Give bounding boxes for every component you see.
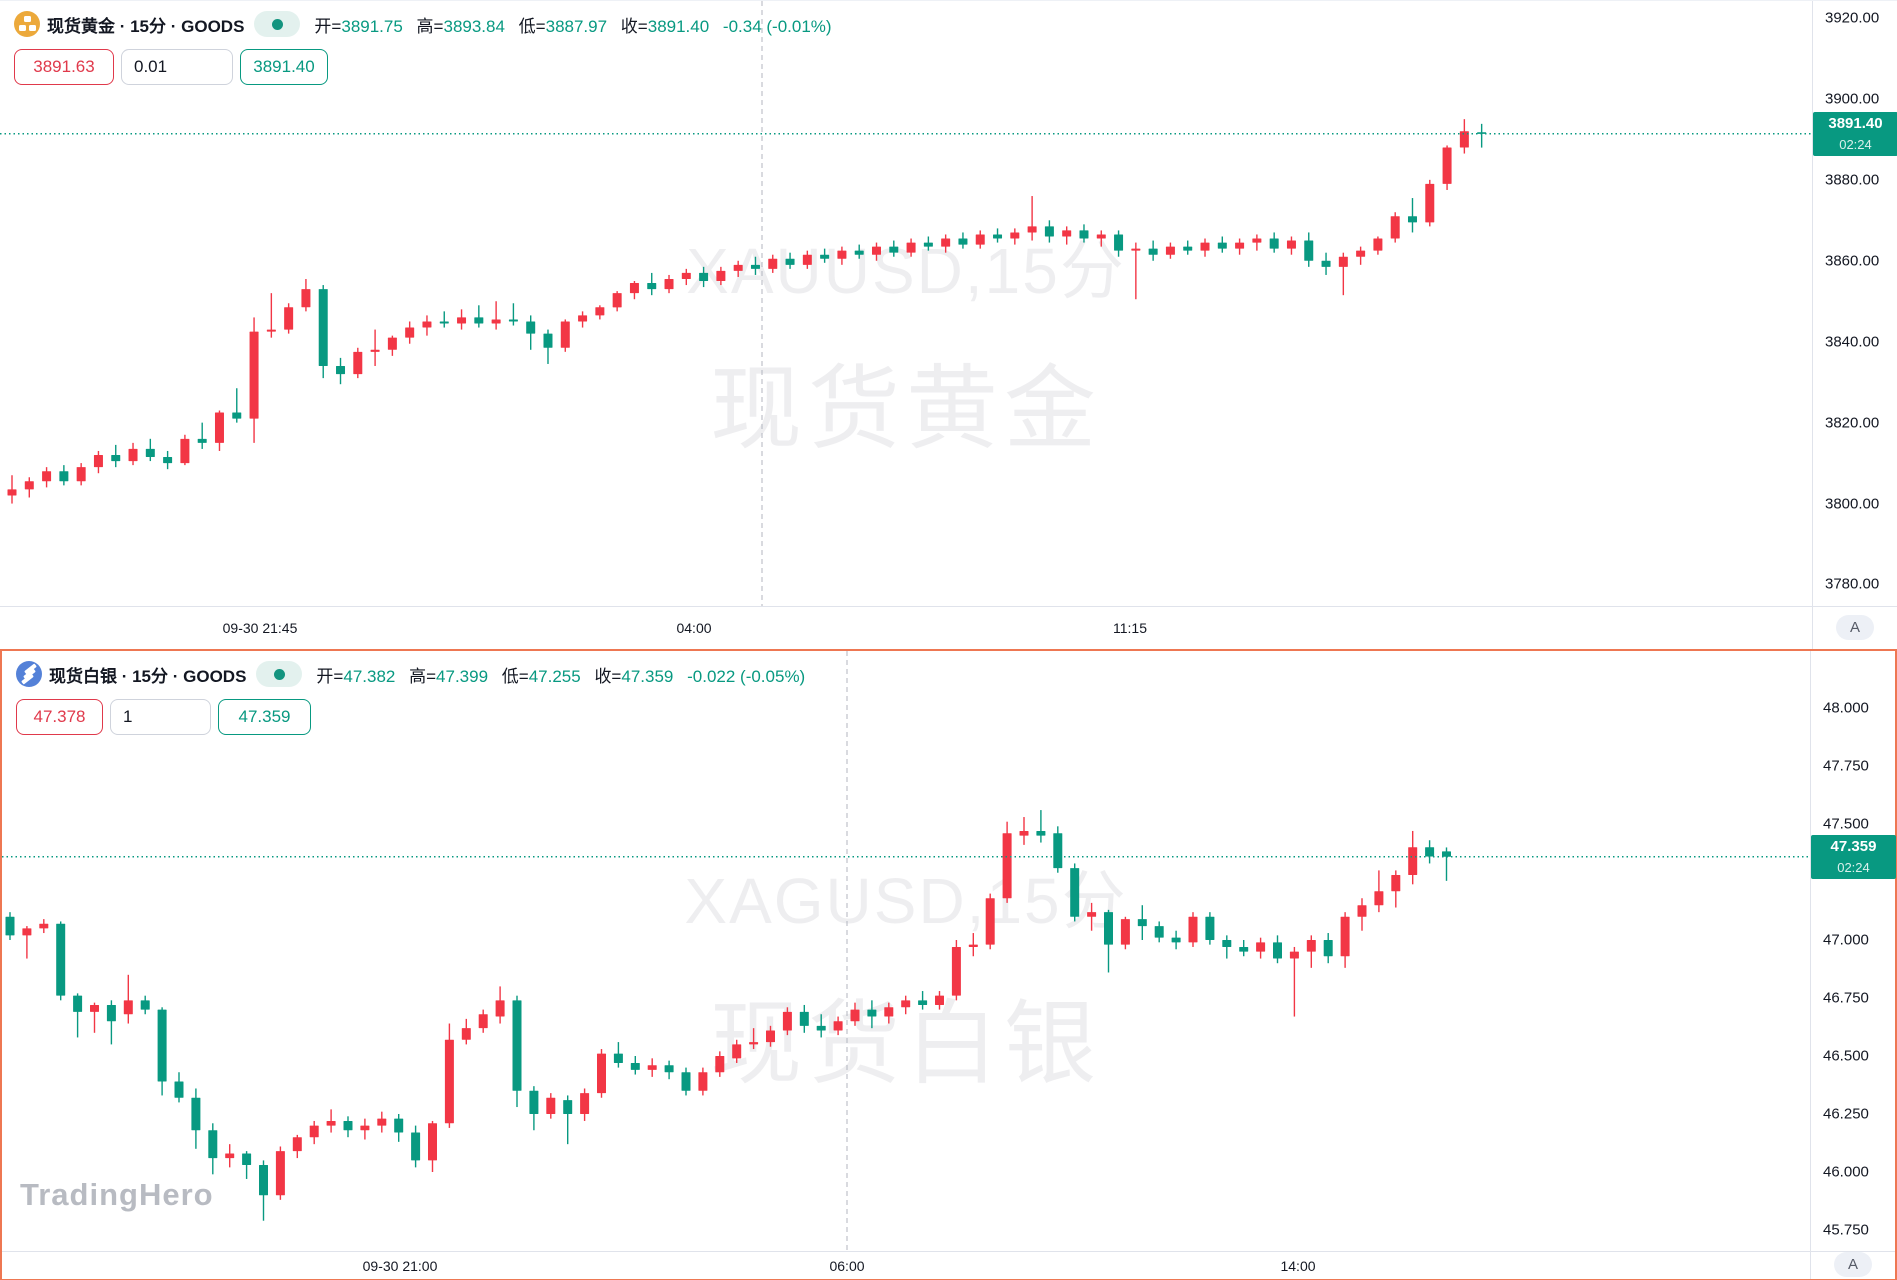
gold-symbol-icon [14, 11, 40, 37]
gold-price-tick: 3920.00 [1825, 9, 1880, 27]
silver-sell-button[interactable]: 47.378 [16, 699, 103, 735]
silver-pane: XAGUSD,15分 现货白银 现货白银 · 15分 · GOODS 开=47.… [0, 649, 1897, 1280]
silver-price-tick: 46.750 [1823, 989, 1869, 1007]
silver-price-tick: 48.000 [1823, 699, 1869, 717]
silver-symbol-title[interactable]: 现货白银 · 15分 · GOODS [49, 666, 247, 686]
silver-last-price-tag: 47.359 02:24 [1811, 834, 1896, 879]
silver-quantity-input[interactable]: 1 [110, 699, 211, 735]
tradinghero-logo: TradingHero [20, 1177, 214, 1212]
gold-price-tick: 3800.00 [1825, 495, 1880, 513]
silver-time-axis[interactable]: 09-30 21:00 06:00 14:00 [2, 1251, 1810, 1279]
silver-change-value: -0.022 (-0.05%) [687, 666, 806, 686]
silver-header: 现货白银 · 15分 · GOODS 开=47.382 高=47.399 低=4… [16, 659, 805, 735]
gold-bar-countdown: 02:24 [1839, 136, 1872, 152]
gold-auto-scale-button[interactable]: A [1836, 615, 1874, 640]
silver-status-pill[interactable] [256, 661, 303, 687]
gold-change-value: -0.34 (-0.01%) [722, 16, 832, 36]
gold-time-tick: 11:15 [1113, 620, 1147, 636]
market-status-dot-icon [273, 668, 285, 680]
gold-symbol-title[interactable]: 现货黄金 · 15分 · GOODS [47, 16, 245, 36]
silver-price-tick: 46.000 [1823, 1163, 1869, 1181]
gold-time-tick: 04:00 [676, 620, 712, 636]
gold-status-pill[interactable] [254, 11, 301, 37]
silver-price-tick: 46.500 [1823, 1047, 1869, 1065]
silver-buy-button[interactable]: 47.359 [218, 699, 311, 735]
gold-price-tick: 3840.00 [1825, 333, 1880, 351]
gold-chart-area[interactable]: XAUUSD,15分 现货黄金 现货黄金 · 15分 · GOODS 开=389… [0, 1, 1812, 649]
silver-time-tick: 09-30 21:00 [362, 1258, 438, 1274]
gold-price-tick: 3860.00 [1825, 252, 1880, 270]
silver-candlestick-chart[interactable] [2, 651, 1810, 1251]
gold-quantity-input[interactable]: 0.01 [121, 49, 233, 85]
silver-price-tick: 47.000 [1823, 931, 1869, 949]
gold-header: 现货黄金 · 15分 · GOODS 开=3891.75 高=3893.84 低… [14, 9, 832, 85]
gold-last-price-tag: 3891.40 02:24 [1813, 111, 1897, 156]
silver-price-tick: 46.250 [1823, 1105, 1869, 1123]
gold-time-tick: 09-30 21:45 [222, 620, 298, 636]
gold-price-tick: 3900.00 [1825, 90, 1880, 108]
gold-time-axis[interactable]: 09-30 21:45 04:00 11:15 [0, 606, 1812, 649]
gold-last-price: 3891.40 [1828, 114, 1883, 132]
silver-time-tick: 06:00 [829, 1258, 865, 1274]
gold-candlestick-chart[interactable] [0, 1, 1812, 606]
market-status-dot-icon [271, 18, 283, 30]
silver-time-tick: 14:00 [1280, 1258, 1316, 1274]
gold-price-axis[interactable]: 3891.40 02:24 A 3920.00 3900.00 3880.00 386… [1812, 1, 1897, 649]
silver-symbol-icon [16, 661, 42, 687]
silver-last-price: 47.359 [1830, 837, 1877, 855]
silver-chart-area[interactable]: XAGUSD,15分 现货白银 现货白银 · 15分 · GOODS 开=47.… [2, 651, 1810, 1279]
silver-auto-scale-button[interactable]: A [1834, 1252, 1872, 1277]
gold-price-tick: 3820.00 [1825, 414, 1880, 432]
silver-ohlc-readout: 开=47.382 高=47.399 低=47.255 收=47.359 -0.0… [316, 666, 806, 686]
silver-price-tick: 47.500 [1823, 815, 1869, 833]
gold-sell-button[interactable]: 3891.63 [14, 49, 114, 85]
gold-buy-button[interactable]: 3891.40 [240, 49, 328, 85]
silver-bar-countdown: 02:24 [1837, 859, 1870, 875]
silver-price-tick: 45.750 [1823, 1221, 1869, 1239]
silver-price-axis[interactable]: 47.359 02:24 A 48.000 47.750 47.500 47.000 4… [1810, 651, 1896, 1279]
gold-price-tick: 3780.00 [1825, 575, 1880, 593]
gold-ohlc-readout: 开=3891.75 高=3893.84 低=3887.97 收=3891.40 … [314, 16, 832, 36]
gold-pane: XAUUSD,15分 现货黄金 现货黄金 · 15分 · GOODS 开=389… [0, 1, 1897, 649]
gold-price-tick: 3880.00 [1825, 171, 1880, 189]
silver-price-tick: 47.750 [1823, 757, 1869, 775]
